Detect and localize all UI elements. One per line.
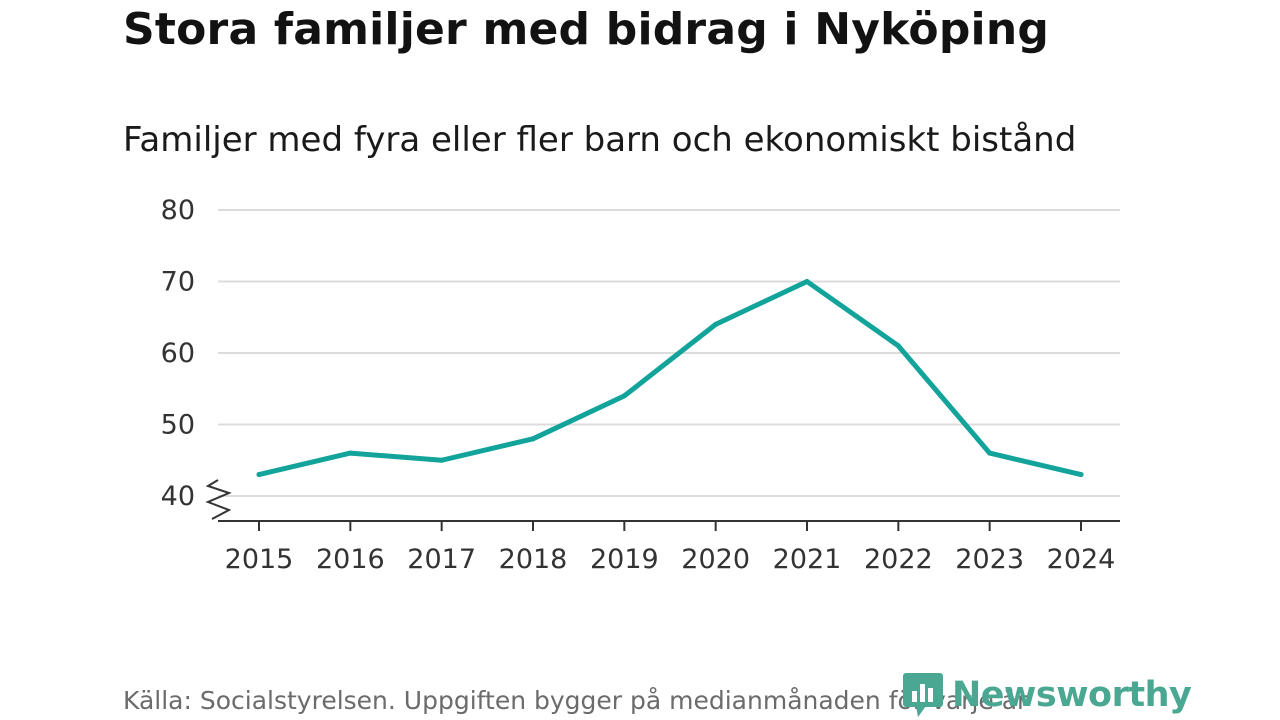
x-tick-label-2019: 2019 [590,544,659,575]
x-tick-label-2018: 2018 [499,544,568,575]
x-tick-label-2024: 2024 [1047,544,1116,575]
x-tick-label-2016: 2016 [316,544,385,575]
x-tick-label-2020: 2020 [681,544,750,575]
newsworthy-logo-icon [903,673,943,717]
data-point-2015 [256,472,262,478]
chart-subtitle: Familjer med fyra eller fler barn och ek… [123,120,1077,160]
y-tick-label-40: 40 [161,481,195,512]
newsworthy-logo-text: Newsworthy [952,675,1192,715]
data-point-2021 [804,279,810,284]
y-tick-label-60: 60 [161,338,195,369]
y-tick-labels: 40 50 60 70 80 [161,195,195,512]
data-point-2018 [530,436,536,442]
axis-break-icon [205,479,232,520]
x-axis [218,520,1120,531]
x-tick-label-2022: 2022 [864,544,933,575]
y-tick-label-50: 50 [161,410,195,441]
source-note: Källa: Socialstyrelsen. Uppgiften bygger… [123,686,1028,715]
y-tick-label-80: 80 [161,195,195,226]
chart-title: Stora familjer med bidrag i Nyköping [123,4,1050,55]
x-tick-label-2023: 2023 [955,544,1024,575]
data-point-2020 [713,321,719,327]
data-point-2017 [439,457,445,463]
data-point-2023 [987,450,993,456]
data-point-2022 [895,343,901,349]
series-line-0 [256,279,1084,478]
series-layer [256,279,1084,478]
data-point-2016 [347,450,353,456]
x-tick-labels: 2015 2016 2017 2018 2019 2020 2021 2022 2023 2024 [225,544,1116,575]
data-point-2024 [1078,472,1084,478]
newsworthy-logo: Newsworthy [902,670,1192,720]
x-tick-label-2017: 2017 [407,544,476,575]
y-tick-label-70: 70 [161,267,195,298]
x-tick-label-2015: 2015 [225,544,294,575]
gridlines [205,209,1120,520]
data-point-2019 [621,393,627,399]
x-tick-label-2021: 2021 [773,544,842,575]
